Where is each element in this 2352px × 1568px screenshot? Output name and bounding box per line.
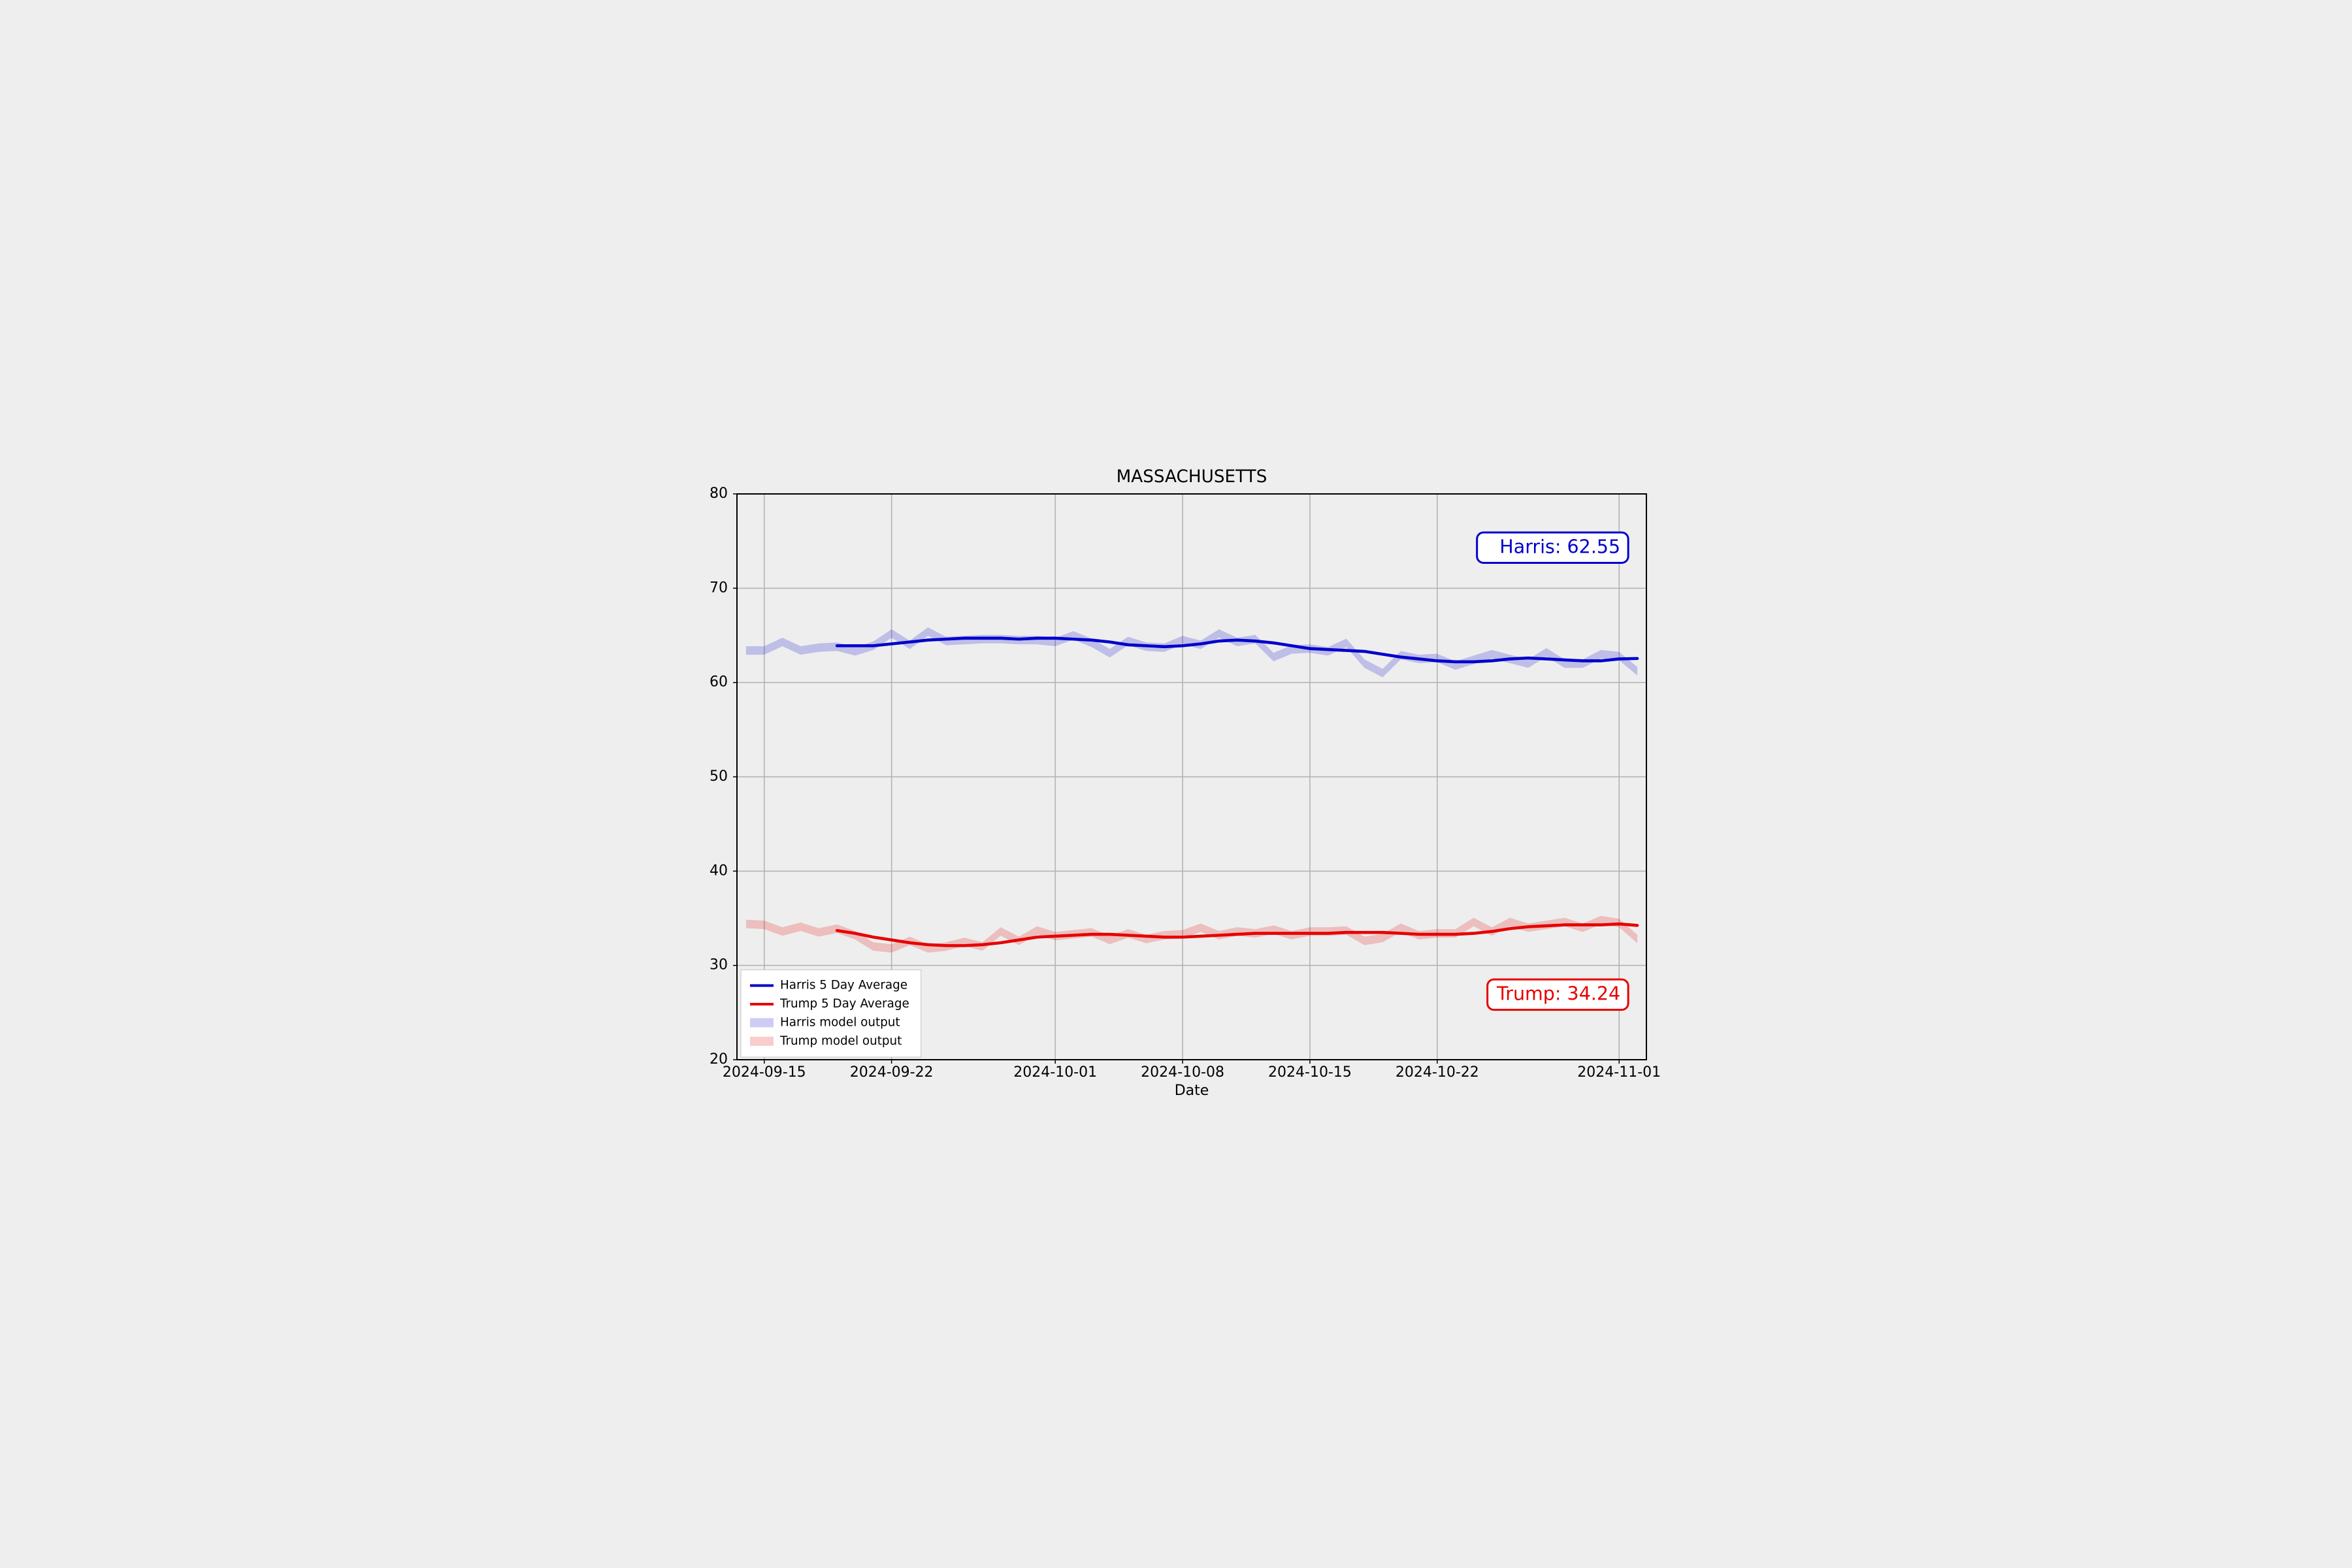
x-tick-label: 2024-09-15 <box>723 1064 806 1081</box>
x-tick-label: 2024-09-22 <box>850 1064 934 1081</box>
x-axis-label: Date <box>1175 1083 1209 1099</box>
y-tick-label: 70 <box>710 580 728 596</box>
y-tick-label: 40 <box>710 862 728 879</box>
y-tick-label: 80 <box>710 485 728 502</box>
x-tick-label: 2024-10-15 <box>1268 1064 1352 1081</box>
harris-annotation-text: Harris: 62.55 <box>1499 536 1620 557</box>
x-tick-label: 2024-10-08 <box>1141 1064 1224 1081</box>
legend-swatch-patch <box>750 1018 774 1027</box>
x-tick-label: 2024-11-01 <box>1577 1064 1661 1081</box>
trump-annotation-text: Trump: 34.24 <box>1496 983 1620 1004</box>
legend-label: Harris 5 Day Average <box>780 979 907 992</box>
chart-figure: 203040506070802024-09-152024-09-222024-1… <box>686 457 1666 1111</box>
y-tick-label: 60 <box>710 674 728 691</box>
chart-title: MASSACHUSETTS <box>1117 467 1267 487</box>
y-tick-label: 50 <box>710 768 728 785</box>
x-tick-label: 2024-10-22 <box>1396 1064 1479 1081</box>
legend-label: Trump model output <box>779 1034 902 1048</box>
y-tick-label: 30 <box>710 957 728 973</box>
x-tick-label: 2024-10-01 <box>1013 1064 1097 1081</box>
chart-svg: 203040506070802024-09-152024-09-222024-1… <box>686 457 1666 1111</box>
legend-swatch-patch <box>750 1037 774 1046</box>
legend-label: Harris model output <box>780 1015 900 1029</box>
legend-label: Trump 5 Day Average <box>779 997 909 1011</box>
